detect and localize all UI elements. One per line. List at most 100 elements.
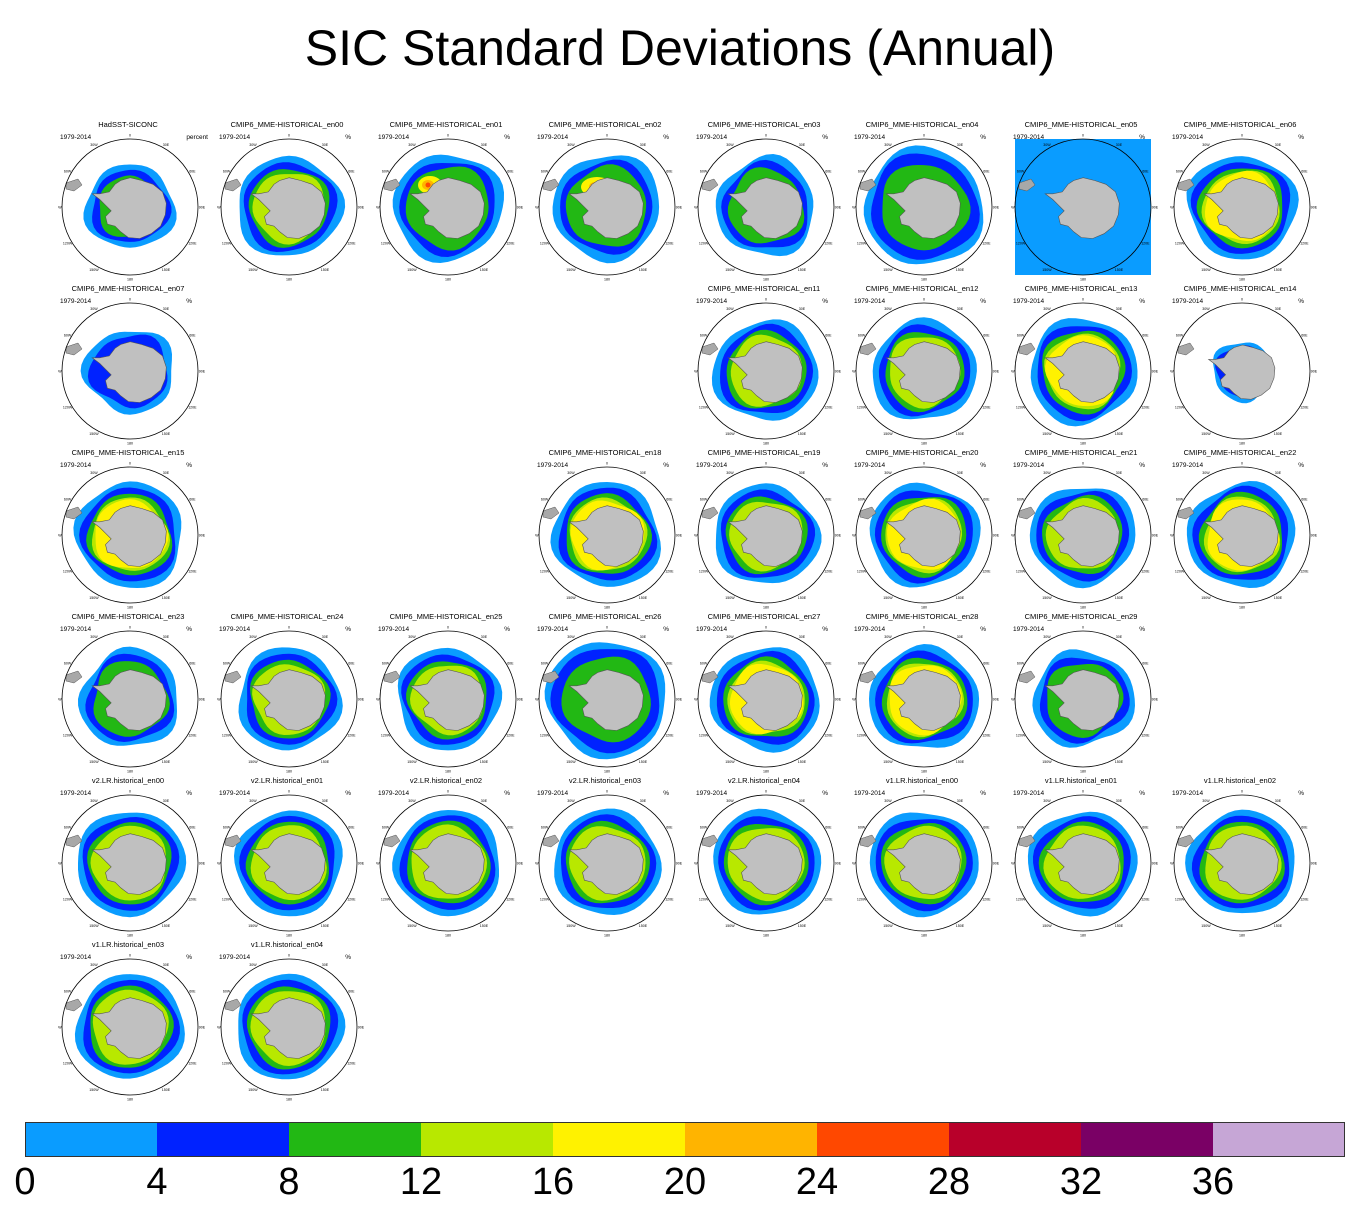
longitude-label: 120W <box>1016 898 1026 902</box>
map-boundary-circle <box>538 466 676 604</box>
longitude-label: 120W <box>1175 406 1185 410</box>
map-boundary-circle <box>697 302 835 440</box>
longitude-label: 180 <box>763 770 769 774</box>
longitude-label: 30W <box>567 471 575 475</box>
longitude-label: 0 <box>606 134 608 138</box>
longitude-label: 120E <box>188 898 197 902</box>
longitude-label: 90E <box>517 698 524 702</box>
longitude-label: 30W <box>567 635 575 639</box>
antarctica-landmass <box>568 505 644 567</box>
longitude-label: 60E <box>666 826 673 830</box>
longitude-label: 120E <box>824 734 833 738</box>
longitude-label: 30W <box>1043 307 1051 311</box>
longitude-label: 180 <box>921 278 927 282</box>
longitude-label: 120E <box>824 242 833 246</box>
longitude-label: 180 <box>604 770 610 774</box>
longitude-label: 30E <box>163 143 170 147</box>
panel-title: CMIP6_MME-HISTORICAL_en20 <box>865 448 979 457</box>
panel-units: % <box>345 626 351 633</box>
panel-title: v2.LR.historical_en03 <box>568 776 642 785</box>
longitude-label: 120W <box>1016 242 1026 246</box>
longitude-label: 90W <box>1011 370 1015 374</box>
colorbar-segment <box>949 1122 1082 1157</box>
longitude-label: 60E <box>189 498 196 502</box>
longitude-label: 180 <box>921 934 927 938</box>
longitude-label: 60W <box>1017 662 1025 666</box>
longitude-label: 60E <box>825 826 832 830</box>
longitude-label: 150W <box>407 760 417 764</box>
polar-map: 0 30E 60E 90E 120E 150E 180 150W 120W 90W 60W 30W <box>58 298 206 446</box>
panel-period: 1979-2014 <box>854 134 886 141</box>
colorbar-labels: 0 4 8 12 16 20 24 28 32 36 <box>0 1160 1360 1210</box>
longitude-label: 0 <box>129 298 131 302</box>
longitude-label: 60E <box>1301 498 1308 502</box>
longitude-label: 150W <box>883 924 893 928</box>
panel-period: 1979-2014 <box>854 790 886 797</box>
map-boundary-circle <box>61 302 199 440</box>
map-panel: CMIP6_MME-HISTORICAL_en19 1979-2014% 0 30E 6… <box>694 448 852 610</box>
longitude-label: 60W <box>64 170 72 174</box>
longitude-label: 150W <box>566 924 576 928</box>
map-panel: CMIP6_MME-HISTORICAL_en28 1979-2014% 0 30E 6… <box>852 612 1010 774</box>
colorbar-segment <box>289 1122 422 1157</box>
longitude-label: 90W <box>58 698 62 702</box>
map-panel: v1.LR.historical_en03 1979-2014% 0 30E 60E 90… <box>58 940 216 1102</box>
longitude-label: 120E <box>347 242 356 246</box>
longitude-label: 90E <box>358 698 365 702</box>
longitude-label: 60W <box>223 662 231 666</box>
panel-period: 1979-2014 <box>1013 790 1045 797</box>
longitude-label: 120W <box>699 898 709 902</box>
panel-units: % <box>822 626 828 633</box>
longitude-label: 90E <box>676 698 683 702</box>
south-america-tip <box>859 178 877 192</box>
longitude-label: 90W <box>1170 370 1174 374</box>
longitude-label: 30W <box>249 799 257 803</box>
longitude-label: 0 <box>288 134 290 138</box>
longitude-label: 90E <box>835 206 842 210</box>
longitude-label: 120E <box>347 898 356 902</box>
map-boundary-circle <box>1173 302 1311 440</box>
longitude-label: 90W <box>852 370 856 374</box>
panel-title: CMIP6_MME-HISTORICAL_en15 <box>71 448 185 457</box>
longitude-label: 90W <box>694 534 698 538</box>
panel-title: CMIP6_MME-HISTORICAL_en25 <box>389 612 503 621</box>
colorbar-segment <box>817 1122 950 1157</box>
map-panel: v2.LR.historical_en02 1979-2014% 0 30E 60E 90… <box>376 776 534 938</box>
colorbar-tick-label: 36 <box>1191 1161 1235 1203</box>
longitude-label: 120E <box>506 734 515 738</box>
longitude-label: 180 <box>1080 442 1086 446</box>
longitude-label: 150E <box>639 760 648 764</box>
south-america-tip <box>1018 506 1036 520</box>
longitude-label: 120E <box>1141 898 1150 902</box>
longitude-label: 30E <box>481 143 488 147</box>
longitude-label: 90E <box>1152 534 1159 538</box>
longitude-label: 150E <box>480 760 489 764</box>
longitude-label: 90W <box>535 534 539 538</box>
longitude-label: 90E <box>1311 862 1318 866</box>
colorbar-segment <box>553 1122 686 1157</box>
longitude-label: 30W <box>884 307 892 311</box>
longitude-label: 60E <box>348 170 355 174</box>
colorbar-tick-label: 16 <box>531 1161 575 1203</box>
map-panel: CMIP6_MME-HISTORICAL_en04 1979-2014% 0 30E 6… <box>852 120 1010 282</box>
south-america-tip <box>542 834 560 848</box>
longitude-label: 120E <box>665 734 674 738</box>
panel-title: CMIP6_MME-HISTORICAL_en18 <box>548 448 662 457</box>
longitude-label: 30E <box>1116 307 1123 311</box>
longitude-label: 90E <box>993 698 1000 702</box>
longitude-label: 60W <box>858 334 866 338</box>
longitude-label: 180 <box>127 934 133 938</box>
longitude-label: 150E <box>321 760 330 764</box>
longitude-label: 150E <box>639 268 648 272</box>
longitude-label: 60E <box>1301 334 1308 338</box>
longitude-label: 90W <box>217 698 221 702</box>
longitude-label: 90W <box>1011 862 1015 866</box>
longitude-label: 90W <box>694 370 698 374</box>
south-america-tip <box>224 670 242 684</box>
longitude-label: 30E <box>957 307 964 311</box>
longitude-label: 180 <box>1080 606 1086 610</box>
longitude-label: 30E <box>1275 799 1282 803</box>
panel-period: 1979-2014 <box>1172 790 1204 797</box>
longitude-label: 120W <box>63 1062 73 1066</box>
longitude-label: 30W <box>408 799 416 803</box>
